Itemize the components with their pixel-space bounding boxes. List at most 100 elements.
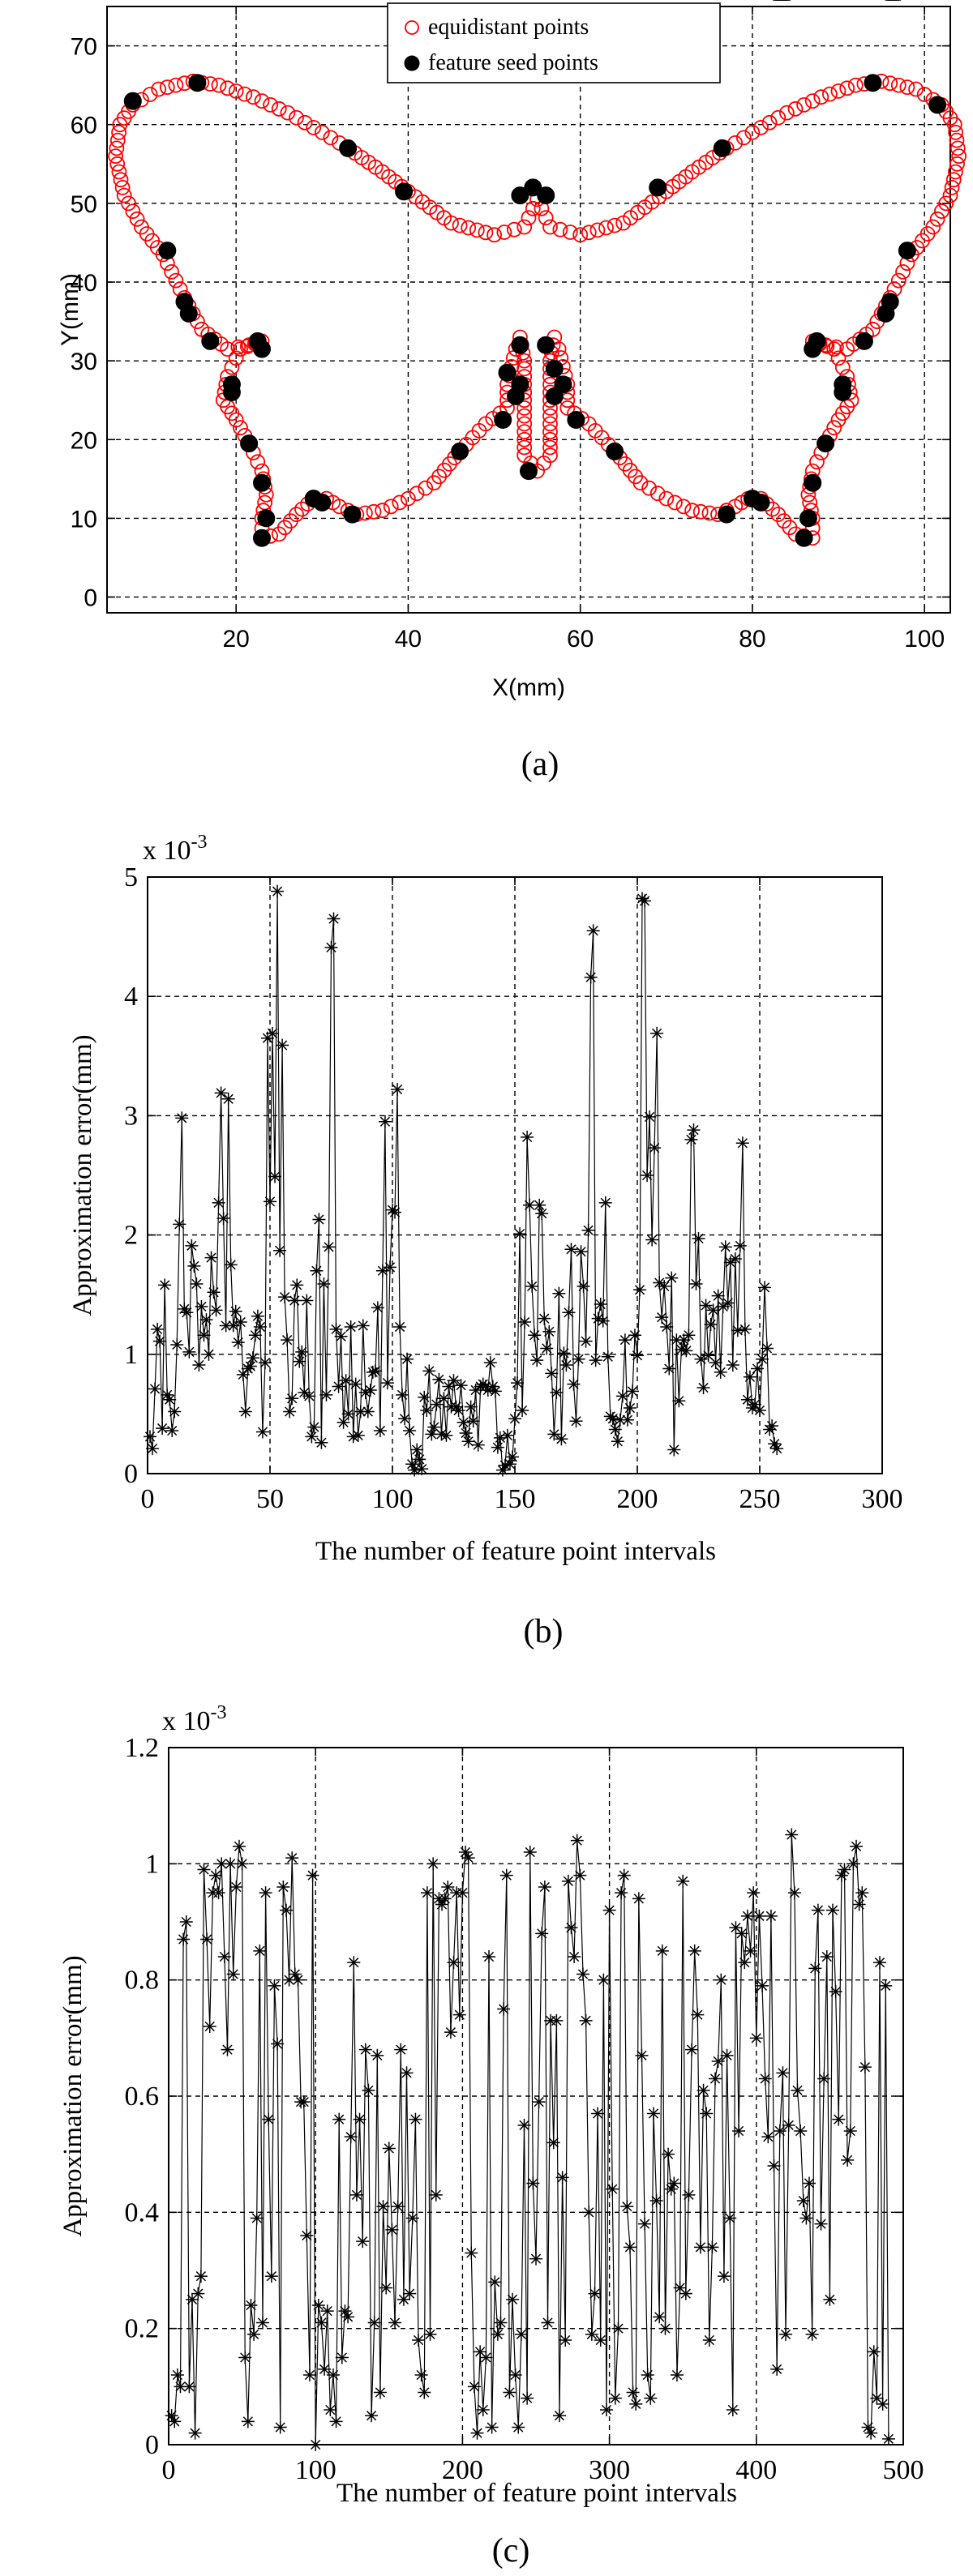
asterisk-marker <box>382 2142 396 2155</box>
asterisk-marker <box>288 1294 302 1307</box>
asterisk-marker <box>158 1278 172 1292</box>
asterisk-marker <box>300 1294 314 1307</box>
asterisk-marker <box>735 1136 749 1150</box>
equidistant-point <box>230 339 246 355</box>
asterisk-marker <box>403 2287 417 2300</box>
asterisk-marker <box>535 1207 549 1221</box>
feature-seed-point <box>537 336 555 354</box>
asterisk-marker <box>376 2200 390 2214</box>
equidistant-point <box>233 420 248 436</box>
asterisk-marker <box>787 1886 801 1900</box>
equidistant-point <box>826 341 842 357</box>
feature-seed-point <box>494 411 512 429</box>
asterisk-marker <box>829 1985 842 1998</box>
asterisk-marker <box>584 970 598 984</box>
asterisk-marker <box>577 1279 590 1293</box>
asterisk-marker <box>422 1364 436 1378</box>
asterisk-marker <box>512 2420 525 2434</box>
panel-b-x-tick-labels: 0 50 100 150 200 250 300 <box>141 1484 903 1514</box>
asterisk-marker <box>306 1868 319 1882</box>
asterisk-marker <box>573 1868 587 1882</box>
asterisk-marker <box>329 1322 343 1336</box>
asterisk-marker <box>409 2112 422 2126</box>
equidistant-point <box>607 217 623 233</box>
asterisk-marker <box>855 1886 869 1900</box>
x-tick-label: 40 <box>395 626 422 653</box>
asterisk-marker <box>709 1356 722 1370</box>
feature-seed-point <box>188 74 207 92</box>
asterisk-marker <box>794 2125 808 2137</box>
panel-c-y-tick-labels: 0 0.2 0.4 0.6 0.8 1 1.2 <box>125 1733 160 2460</box>
asterisk-marker <box>655 1311 669 1324</box>
asterisk-marker <box>721 1296 735 1310</box>
asterisk-marker <box>782 2118 795 2132</box>
panel-a-x-axis-label: X(mm) <box>492 674 565 701</box>
asterisk-marker <box>535 1927 549 1941</box>
asterisk-marker <box>285 1851 299 1865</box>
asterisk-marker <box>410 1443 424 1457</box>
asterisk-marker <box>602 1903 616 1917</box>
asterisk-marker <box>393 1320 407 1333</box>
asterisk-marker <box>329 2415 343 2428</box>
asterisk-marker <box>415 1462 429 1476</box>
equidistant-point <box>779 105 795 121</box>
asterisk-marker <box>349 1377 362 1391</box>
asterisk-marker <box>353 2112 366 2126</box>
equidistant-point <box>684 503 700 519</box>
asterisk-marker <box>459 1846 473 1859</box>
asterisk-marker <box>533 1198 547 1212</box>
y-tick-label: 0.2 <box>125 2314 160 2344</box>
equidistant-point <box>164 263 180 280</box>
panel-c-x-axis-label: The number of feature point intervals <box>336 2479 737 2508</box>
asterisk-marker <box>413 1453 426 1466</box>
equidistant-point <box>945 172 962 188</box>
asterisk-marker <box>752 1909 766 1923</box>
panel-b-ticks <box>147 876 883 1474</box>
asterisk-marker <box>559 1359 573 1372</box>
asterisk-marker <box>589 1354 602 1367</box>
equidistant-point <box>289 109 304 126</box>
asterisk-marker <box>542 1324 556 1338</box>
equidistant-point <box>581 225 597 241</box>
equidistant-point <box>220 80 236 96</box>
asterisk-marker <box>262 2112 276 2126</box>
asterisk-marker <box>444 2026 457 2039</box>
equidistant-point <box>263 96 279 113</box>
asterisk-marker <box>319 1388 333 1401</box>
asterisk-marker <box>776 2066 790 2080</box>
asterisk-marker <box>459 1426 473 1440</box>
equidistant-point <box>822 86 838 102</box>
feature-seed-point <box>804 473 822 492</box>
equidistant-point <box>280 105 296 121</box>
asterisk-marker <box>704 1318 718 1331</box>
asterisk-marker <box>224 1857 238 1871</box>
asterisk-marker <box>506 2292 520 2306</box>
asterisk-marker <box>420 1403 434 1417</box>
asterisk-marker <box>388 2316 402 2330</box>
equidistant-point <box>908 81 924 97</box>
asterisk-marker <box>332 1380 345 1393</box>
asterisk-marker <box>491 2327 504 2341</box>
y-tick-label: 20 <box>71 427 97 454</box>
asterisk-marker <box>843 2125 857 2137</box>
asterisk-marker <box>594 2334 607 2347</box>
asterisk-marker <box>241 2415 255 2428</box>
asterisk-marker <box>628 1329 641 1342</box>
y-tick-label: 1 <box>124 1340 138 1370</box>
asterisk-marker <box>658 2321 672 2335</box>
panel-b-error-series <box>144 0 791 1477</box>
asterisk-marker <box>552 1286 566 1300</box>
asterisk-marker <box>224 1258 238 1272</box>
asterisk-marker <box>488 2275 502 2289</box>
asterisk-marker <box>684 1132 698 1146</box>
y-tick-label: 50 <box>71 191 97 218</box>
asterisk-marker <box>197 1329 211 1342</box>
asterisk-marker <box>336 1415 350 1429</box>
y-tick-label: 40 <box>71 270 97 297</box>
asterisk-marker <box>175 1111 189 1125</box>
asterisk-marker <box>763 1423 777 1436</box>
asterisk-marker <box>834 1868 848 1882</box>
feature-seed-point <box>545 387 564 405</box>
asterisk-marker <box>852 1898 866 1911</box>
equidistant-point <box>882 75 898 92</box>
